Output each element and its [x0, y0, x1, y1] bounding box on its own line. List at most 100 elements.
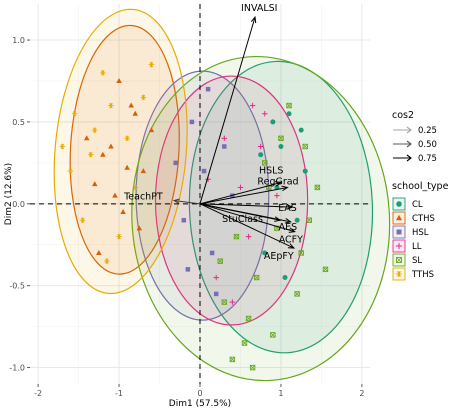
point-cths — [108, 143, 114, 149]
y-axis-label: Dim2 (12.6%) — [4, 163, 14, 225]
point-cl — [270, 119, 276, 125]
cos2-legend-arrowhead — [406, 154, 412, 162]
point-cl — [302, 168, 308, 174]
point-tths — [140, 94, 147, 101]
point-sl — [286, 102, 292, 109]
arrow-aepfy-head — [287, 243, 296, 249]
ellipse-ll — [154, 75, 309, 326]
point-tths — [108, 102, 114, 109]
point-hsl — [209, 250, 215, 256]
legend-key-marker — [396, 257, 402, 263]
cos2-legend-label: 0.25 — [418, 126, 437, 136]
cos2-legend-item: 0.25 — [393, 126, 437, 136]
legend-label-cl: CL — [412, 200, 423, 210]
arrow-label-reggrad: RegGrad — [257, 176, 298, 187]
point-ll — [229, 299, 236, 305]
arrow-hsls-head — [274, 181, 283, 187]
x-tick-label: 0 — [197, 389, 202, 398]
point-cths — [112, 192, 118, 198]
origin-lines — [30, 4, 370, 384]
point-ll — [257, 143, 264, 150]
arrow-reggrad-shaft — [199, 186, 288, 205]
arrow-label-invalsi: INVALSI — [241, 3, 277, 14]
point-sl — [294, 291, 300, 297]
point-sl — [217, 258, 223, 264]
point-ll — [237, 184, 244, 191]
point-hsl — [201, 168, 207, 174]
point-tths — [87, 151, 94, 158]
arrow-label-hsls: HSLS — [259, 166, 284, 177]
arrow-invalsi: INVALSI — [199, 3, 277, 204]
point-cths — [148, 127, 155, 133]
school-type-legend-item: CTHS — [392, 211, 435, 225]
cos2-legend-arrowhead — [406, 140, 412, 148]
ellipse-tths — [53, 8, 188, 295]
point-tths — [71, 110, 78, 117]
arrow-invalsi-shaft — [199, 16, 256, 204]
arrow-teachpt: TeachPT — [123, 192, 201, 205]
arrow-aes-head — [284, 218, 292, 224]
arrow-eas: EAS — [199, 203, 297, 214]
point-tths — [148, 61, 155, 68]
arrow-label-stuclass: StuClass — [222, 214, 263, 225]
x-tick-label: 2 — [359, 389, 364, 398]
ellipse-sl — [131, 55, 391, 382]
confidence-ellipses — [53, 8, 391, 382]
x-axis-label: Dim1 (57.5%) — [169, 399, 231, 409]
arrow-invalsi-head — [250, 15, 257, 24]
point-tths — [100, 70, 106, 76]
school-type-legend-item: HSL — [392, 225, 429, 239]
legend-label-hsl: HSL — [412, 228, 429, 238]
point-sl — [233, 233, 240, 240]
arrow-teachpt-head — [172, 198, 181, 204]
point-cths — [128, 102, 134, 108]
point-ll — [262, 110, 268, 117]
cos2-legend-label: 0.75 — [418, 154, 437, 164]
point-cths — [96, 249, 102, 255]
school-type-legend-item: TTHS — [392, 267, 434, 281]
point-cl — [298, 127, 304, 133]
legend-key-marker — [395, 270, 403, 278]
cos2-legend-arrowhead — [406, 126, 412, 134]
legend-label-ll: LL — [412, 242, 422, 252]
arrow-acfy: ACFY — [199, 203, 303, 246]
point-sl — [262, 160, 268, 166]
legend-label-tths: TTHS — [411, 270, 434, 280]
arrow-label-aepfy: AEpFY — [264, 251, 294, 262]
x-axis-ticks: -2 -1 0 1 2 — [34, 384, 364, 398]
legend-key-marker — [395, 242, 403, 250]
point-sl — [249, 364, 256, 371]
point-sl — [278, 135, 284, 142]
arrow-hsls: HSLS — [199, 166, 284, 205]
point-sl — [245, 315, 252, 322]
y-tick-label: -1.0 — [9, 364, 25, 373]
point-hsl — [213, 291, 219, 297]
point-hsl — [173, 160, 178, 166]
school-type-legend-item: SL — [392, 253, 422, 267]
cos2-legend-item: 0.75 — [393, 154, 437, 164]
point-tths — [116, 233, 122, 240]
arrow-eas-head — [286, 204, 294, 210]
school-type-legend-title: school_type — [392, 181, 449, 192]
arrow-reggrad-head — [281, 185, 289, 192]
arrow-aes: AES — [199, 203, 297, 233]
point-cths — [116, 77, 122, 83]
point-hsl — [222, 144, 227, 149]
point-ll — [221, 135, 228, 142]
point-tths — [67, 168, 74, 174]
point-hsl — [189, 119, 195, 125]
arrow-teachpt-shaft — [174, 200, 201, 205]
y-tick-label: 0.0 — [12, 200, 25, 209]
arrow-hsls-shaft — [199, 182, 282, 205]
point-ll — [274, 192, 280, 199]
point-sl — [314, 184, 321, 191]
point-tths — [124, 135, 130, 142]
cos2-legend-title: cos2 — [392, 110, 414, 121]
point-cths — [132, 110, 138, 116]
x-tick-label: -2 — [34, 389, 42, 398]
arrow-aepfy-shaft — [199, 203, 295, 249]
point-hsl — [205, 86, 211, 92]
point-tths — [132, 184, 138, 191]
